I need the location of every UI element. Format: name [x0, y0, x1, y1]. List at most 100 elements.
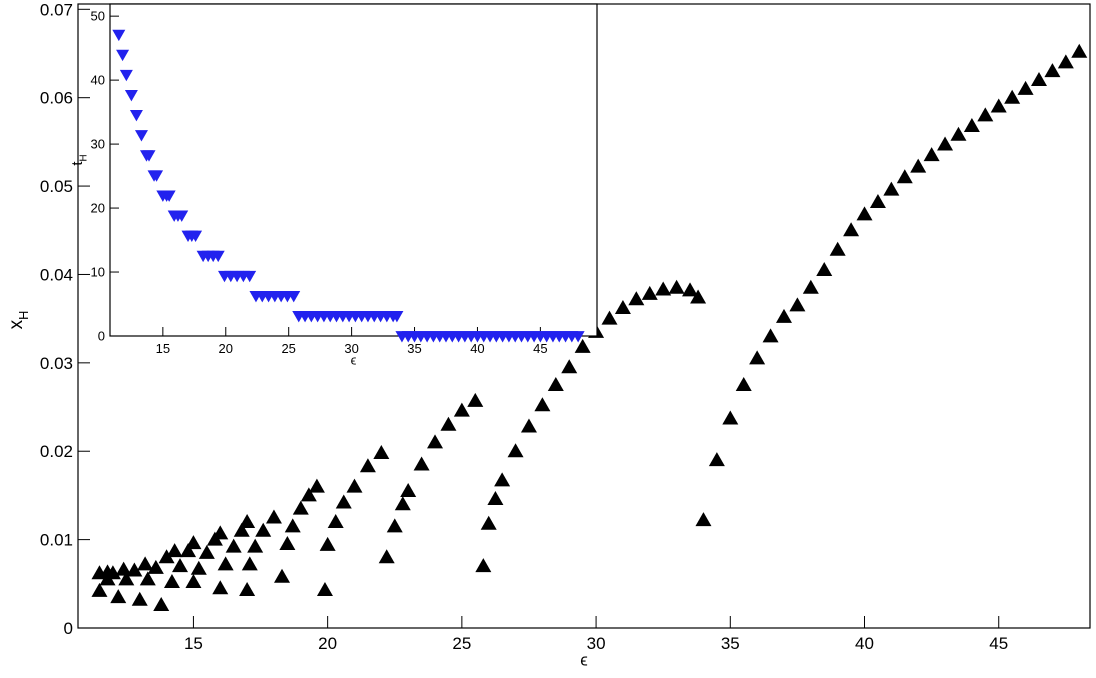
marker [134, 130, 148, 142]
y-axis-label: xH [6, 311, 31, 330]
marker [239, 581, 256, 596]
x-tick-label: 30 [344, 341, 358, 356]
marker [574, 338, 591, 353]
marker [963, 117, 980, 132]
marker [571, 331, 585, 343]
y-axis-label-subscript: H [16, 311, 31, 320]
marker [390, 311, 404, 323]
marker [695, 512, 712, 527]
marker [212, 580, 229, 595]
marker [239, 513, 256, 528]
marker [1044, 63, 1061, 78]
marker [494, 472, 511, 487]
marker [124, 89, 138, 102]
marker [628, 291, 645, 306]
y-axis-label: tH [69, 154, 90, 165]
y-tick-label: 0.02 [40, 442, 73, 461]
marker [977, 107, 994, 122]
marker [110, 589, 127, 604]
x-tick-label: 40 [470, 341, 484, 356]
x-tick-label: 20 [318, 634, 337, 653]
marker [300, 487, 317, 502]
y-tick-label: 0 [64, 619, 73, 638]
marker [1030, 72, 1047, 87]
marker [829, 241, 846, 256]
marker [175, 210, 189, 222]
marker [682, 282, 699, 297]
marker [243, 270, 257, 283]
marker [112, 29, 126, 42]
marker [1057, 54, 1074, 69]
marker [162, 190, 176, 202]
marker [211, 250, 225, 263]
marker [116, 49, 130, 62]
marker [937, 136, 954, 151]
marker [561, 359, 578, 374]
marker [775, 308, 792, 323]
x-tick-label: 25 [452, 634, 471, 653]
x-tick-label: 30 [587, 634, 606, 653]
marker [690, 289, 707, 304]
marker [287, 290, 301, 303]
marker [163, 574, 180, 589]
x-tick-label: 45 [989, 634, 1008, 653]
marker [475, 558, 492, 573]
marker [816, 262, 833, 277]
marker [166, 543, 183, 558]
marker [749, 350, 766, 365]
x-tick-label: 25 [281, 341, 295, 356]
y-tick-label: 10 [91, 265, 105, 280]
marker [601, 310, 618, 325]
marker [131, 591, 148, 606]
y-axis-label-text: t [69, 161, 86, 166]
marker [150, 170, 164, 182]
marker [327, 513, 344, 528]
x-tick-label: 45 [533, 341, 547, 356]
marker [99, 564, 116, 579]
y-tick-label: 0.04 [40, 265, 73, 284]
marker [217, 556, 234, 571]
y-tick-label: 50 [91, 9, 105, 24]
marker [292, 500, 309, 515]
marker [189, 230, 203, 243]
x-axis-label: ϵ [351, 353, 357, 368]
y-tick-label: 20 [91, 201, 105, 216]
marker [119, 69, 133, 82]
marker [284, 518, 301, 533]
marker [386, 518, 403, 533]
marker [1017, 80, 1034, 95]
marker [137, 556, 154, 571]
marker [655, 281, 672, 296]
marker [378, 549, 395, 564]
x-tick-label: 15 [184, 634, 203, 653]
y-tick-label: 40 [91, 73, 105, 88]
marker [346, 478, 363, 493]
marker [233, 522, 250, 537]
marker [129, 110, 143, 122]
marker [480, 515, 497, 530]
marker [802, 279, 819, 294]
plot: 15 20 25 30 35 40 45 0 10 20 30 40 50 ϵ tH [69, 3, 598, 368]
marker [668, 279, 685, 294]
marker [487, 490, 504, 505]
marker [335, 494, 352, 509]
x-tick-label: 35 [407, 341, 421, 356]
marker [923, 147, 940, 162]
marker [115, 561, 132, 576]
marker [319, 536, 336, 551]
marker [225, 538, 242, 553]
marker [274, 568, 291, 583]
marker [255, 522, 272, 537]
marker [762, 328, 779, 343]
marker [400, 483, 417, 498]
marker [316, 581, 333, 596]
marker [910, 158, 927, 173]
marker [147, 559, 164, 574]
marker [180, 543, 197, 558]
marker [896, 169, 913, 184]
marker [735, 376, 752, 391]
y-axis-label-text: x [6, 319, 27, 329]
marker [142, 150, 156, 162]
marker [990, 98, 1007, 113]
